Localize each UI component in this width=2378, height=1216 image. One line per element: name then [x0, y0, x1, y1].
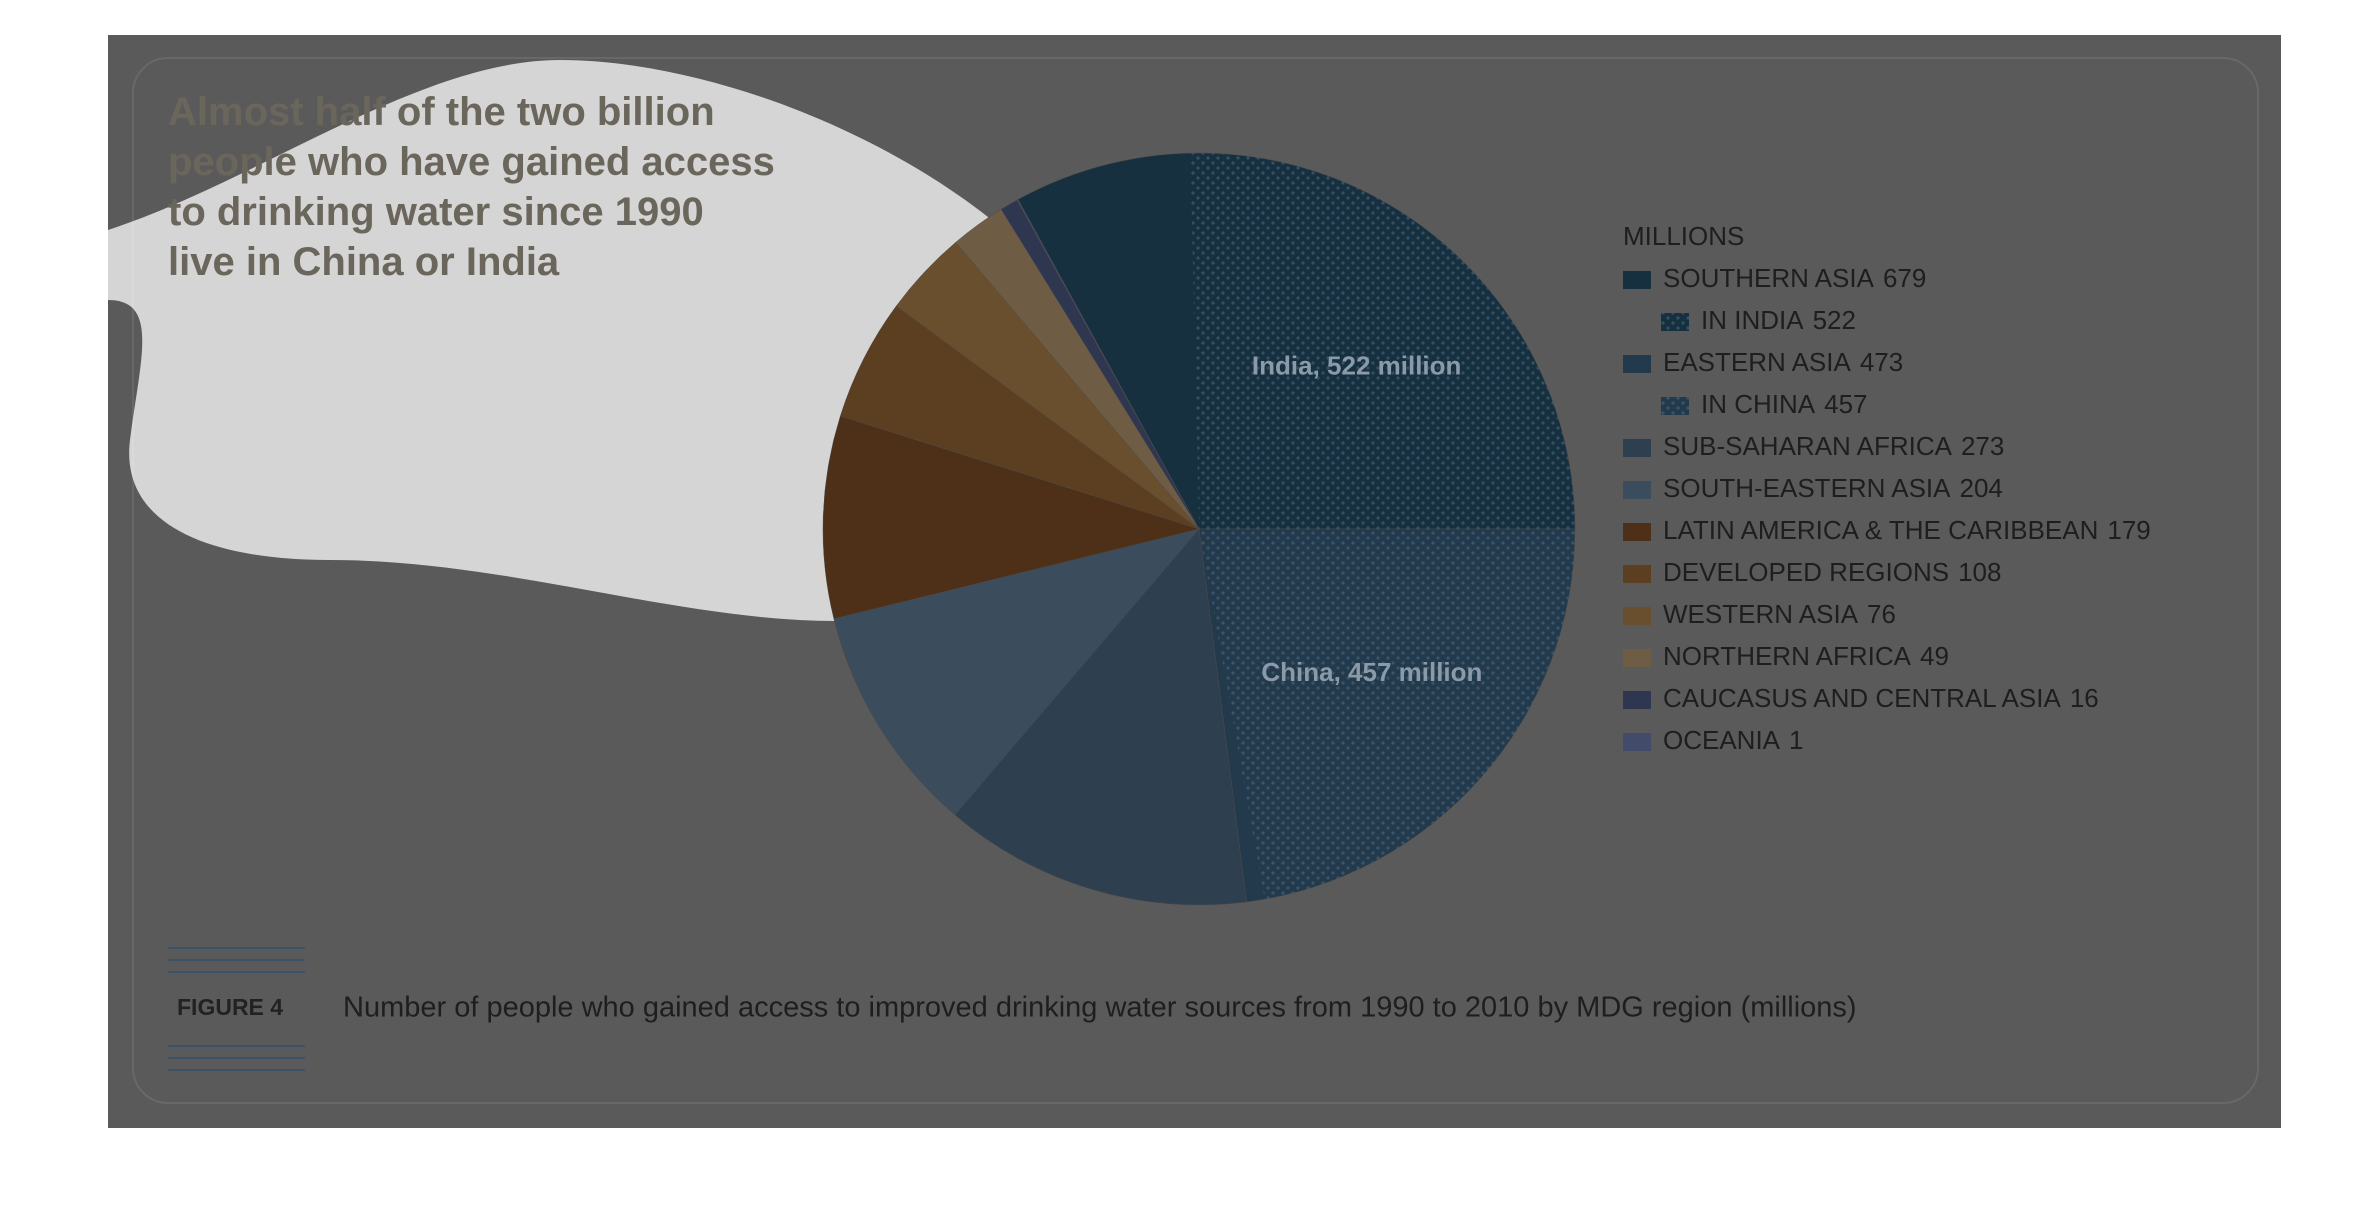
pie-slice	[833, 528, 1200, 816]
legend-value: 16	[2070, 683, 2099, 713]
legend: MILLIONS SOUTHERN ASIA 679 IN INDIA 522 EASTE…	[1623, 221, 2151, 755]
legend-label: SUB-SAHARAN AFRICA 273	[1663, 431, 2004, 461]
legend-swatch	[1623, 523, 1651, 541]
legend-value: 179	[2107, 515, 2150, 545]
pie-slice	[822, 415, 1200, 620]
legend-label: EASTERN ASIA 473	[1663, 347, 1903, 377]
panel-frame	[132, 57, 2259, 1104]
pie-slice	[1016, 199, 1200, 530]
legend-value: 473	[1860, 347, 1903, 377]
figure-badge: FIGURE 4	[168, 947, 305, 1071]
legend-swatch	[1623, 691, 1651, 709]
legend-value: 1	[1789, 725, 1803, 755]
legend-label: SOUTHERN ASIA 679	[1663, 263, 1926, 293]
figure-label: FIGURE 4	[177, 994, 283, 1020]
legend-name: SOUTH-EASTERN ASIA	[1663, 473, 1951, 503]
legend-name: SUB-SAHARAN AFRICA	[1663, 431, 1953, 461]
legend-swatch-pattern	[1661, 313, 1689, 331]
legend-name: IN CHINA	[1701, 389, 1816, 419]
legend-name: IN INDIA	[1701, 305, 1804, 335]
legend-value: 108	[1958, 557, 2001, 587]
slice-label: China, 457 million	[1261, 657, 1482, 687]
legend-label: WESTERN ASIA 76	[1663, 599, 1896, 629]
legend-value: 49	[1920, 641, 1949, 671]
legend-name: CAUCASUS AND CENTRAL ASIA	[1663, 683, 2061, 713]
legend-name: WESTERN ASIA	[1663, 599, 1859, 629]
legend-swatch	[1623, 481, 1651, 499]
legend-value: 204	[1960, 473, 2003, 503]
legend-name: LATIN AMERICA & THE CARIBBEAN	[1663, 515, 2098, 545]
legend-swatch-pattern	[1661, 397, 1689, 415]
legend-label: SOUTH-EASTERN ASIA 204	[1663, 473, 2003, 503]
legend-swatch	[1623, 607, 1651, 625]
title: Almost half of the two billion people who…	[168, 90, 775, 284]
caption: Number of people who gained access to im…	[343, 992, 1857, 1024]
legend-value: 457	[1824, 389, 1867, 419]
legend-value: 679	[1883, 263, 1926, 293]
legend-label: IN INDIA 522	[1701, 305, 1856, 335]
legend-name: SOUTHERN ASIA	[1663, 263, 1875, 293]
legend-name: OCEANIA	[1663, 725, 1781, 755]
legend-label: IN CHINA 457	[1701, 389, 1868, 419]
pie-slice	[954, 528, 1247, 906]
legend-label: NORTHERN AFRICA 49	[1663, 641, 1949, 671]
slice-label: India, 522 million	[1252, 351, 1462, 381]
legend-swatch	[1623, 565, 1651, 583]
pie-subslice	[1190, 153, 1575, 530]
chart-title: Almost half of the two billion people who…	[168, 90, 775, 284]
legend-label: OCEANIA 1	[1663, 725, 1804, 755]
legend-name: EASTERN ASIA	[1663, 347, 1851, 377]
legend-label: CAUCASUS AND CENTRAL ASIA 16	[1663, 683, 2099, 713]
legend-value: 522	[1813, 305, 1856, 335]
legend-value: 76	[1867, 599, 1896, 629]
legend-value: 273	[1961, 431, 2004, 461]
legend-name: NORTHERN AFRICA	[1663, 641, 1912, 671]
pie-subslice	[1199, 529, 1575, 900]
legend-swatch	[1623, 439, 1651, 457]
legend-swatch	[1623, 271, 1651, 289]
legend-swatch	[1623, 733, 1651, 751]
legend-swatch	[1623, 649, 1651, 667]
legend-swatch	[1623, 355, 1651, 373]
legend-label: LATIN AMERICA & THE CARIBBEAN 179	[1663, 515, 2151, 545]
legend-name: DEVELOPED REGIONS	[1663, 557, 1949, 587]
legend-label: DEVELOPED REGIONS 108	[1663, 557, 2001, 587]
pie: India, 522 million China, 457 million	[822, 152, 1576, 906]
legend-title: MILLIONS	[1623, 221, 1744, 251]
